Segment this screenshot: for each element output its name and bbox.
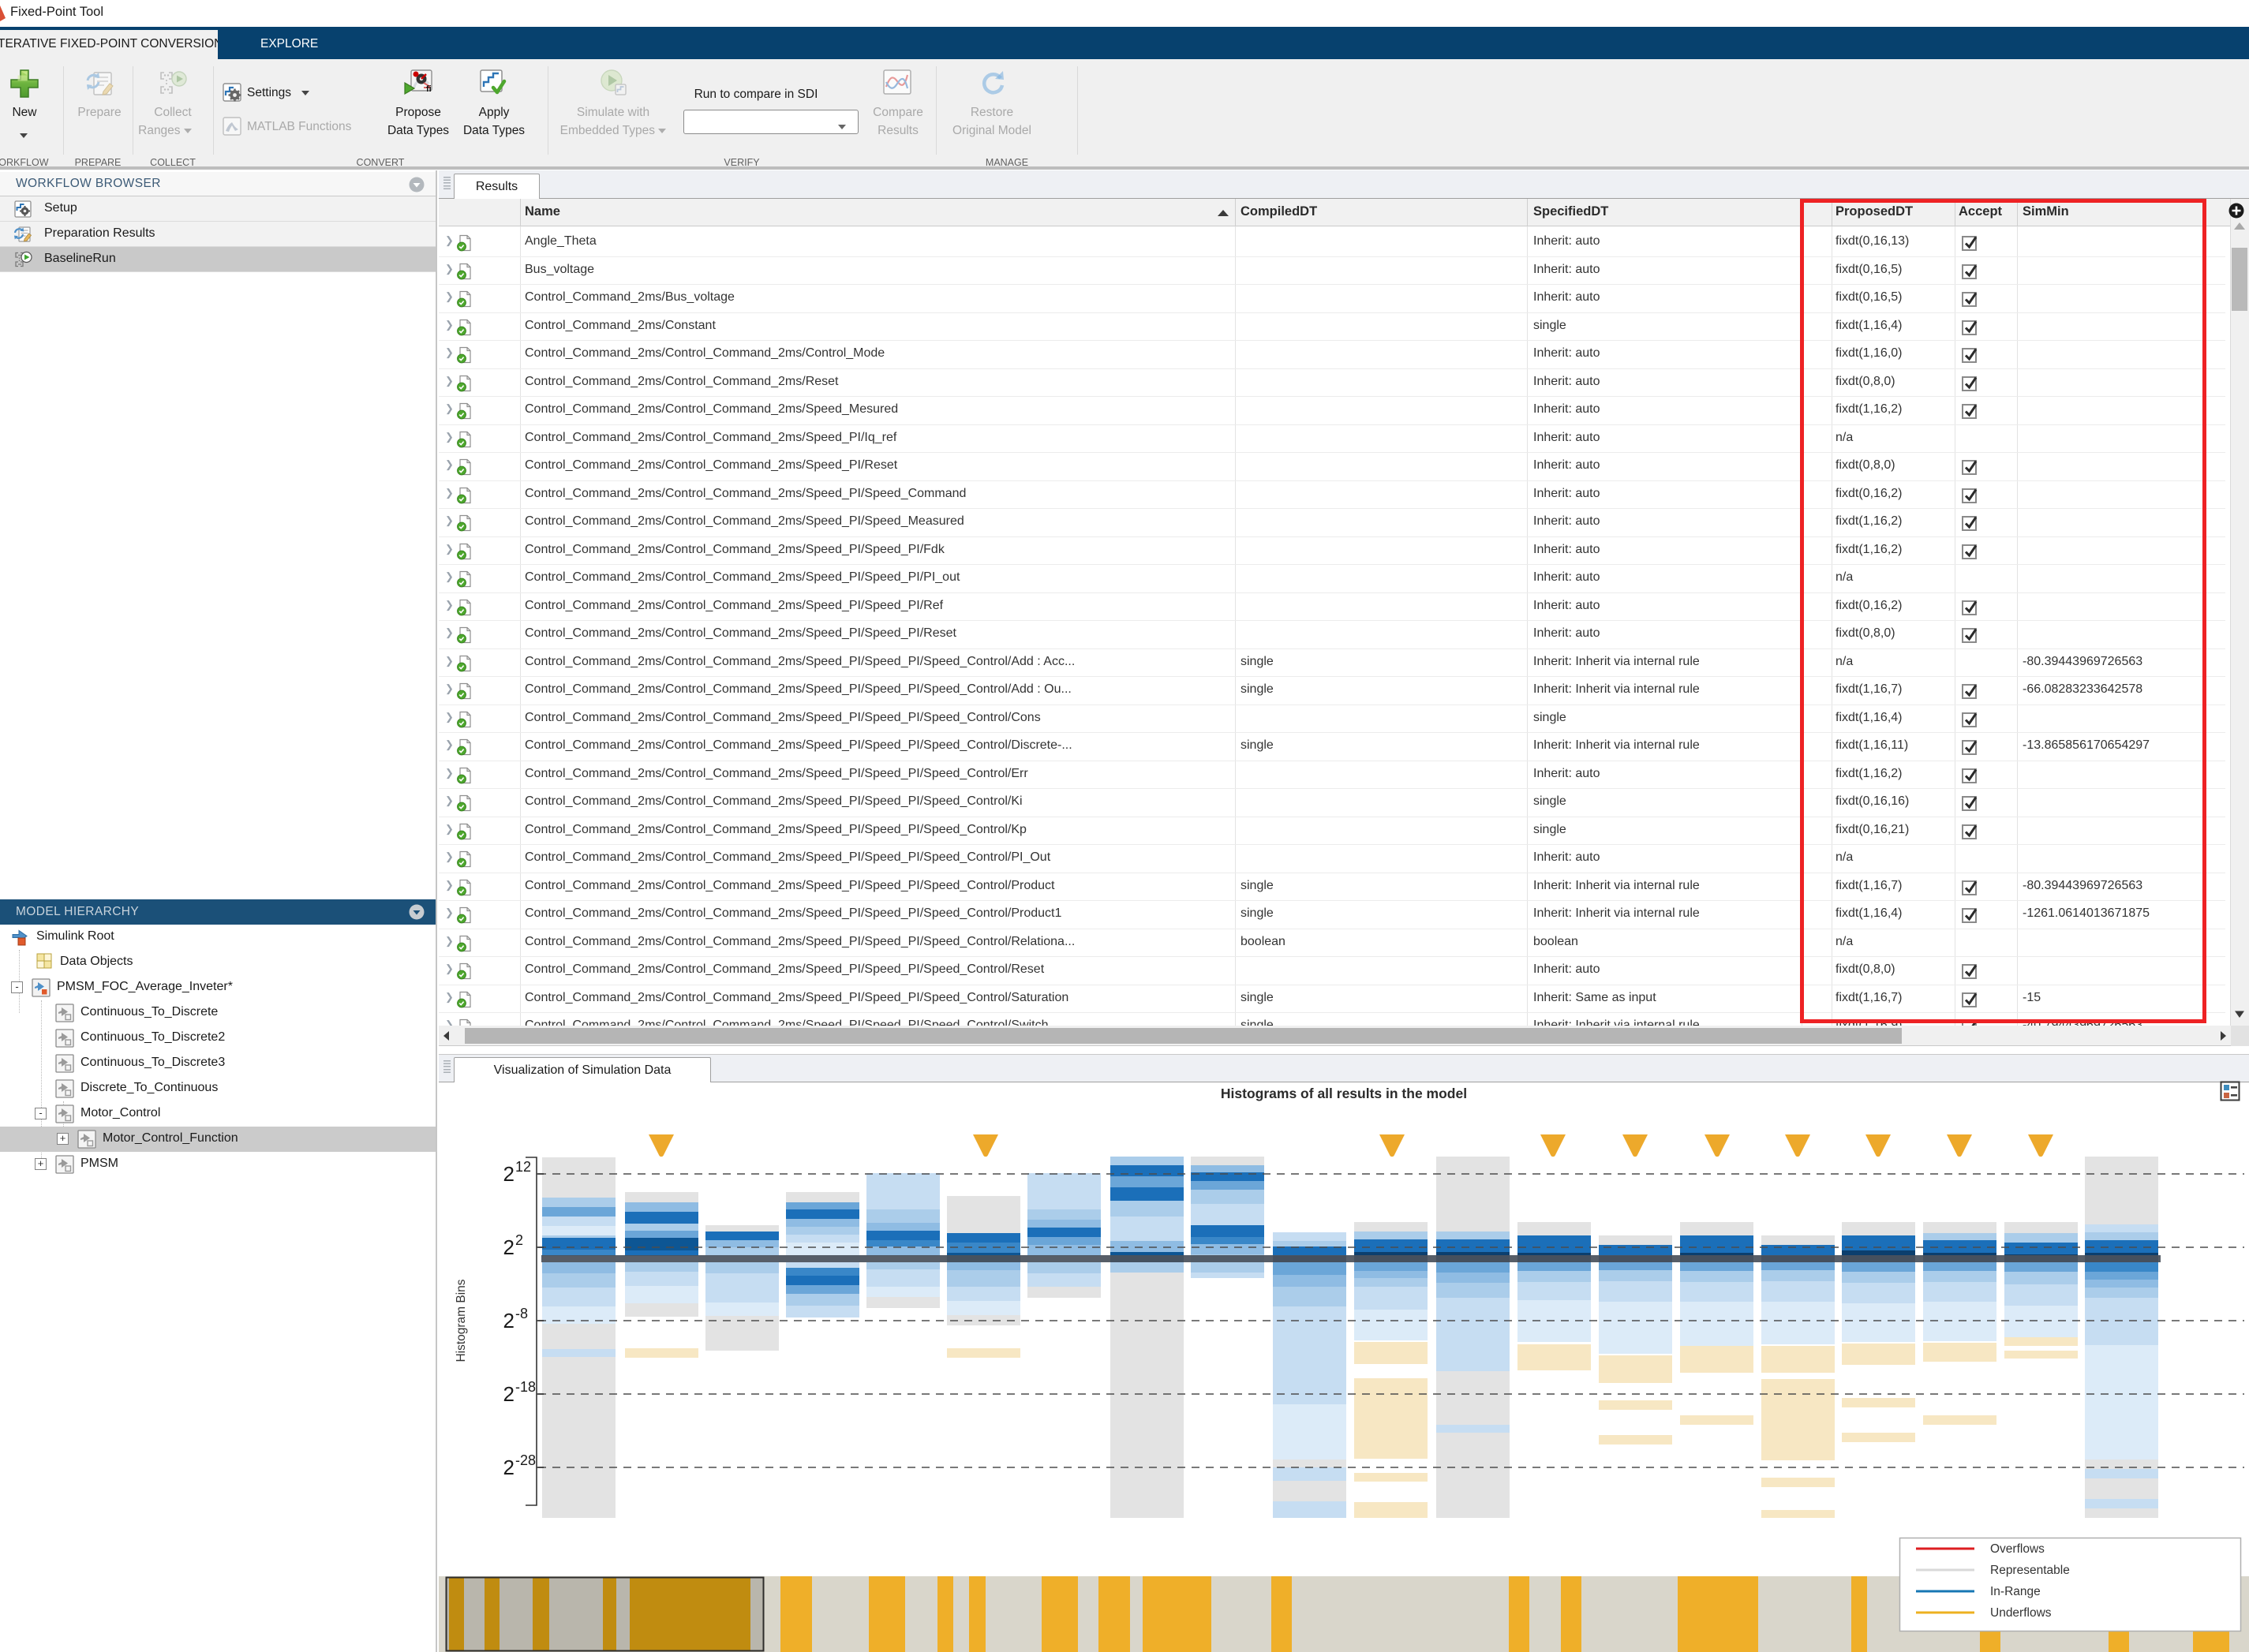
svg-text:Overflows: Overflows [1990, 1542, 2045, 1556]
svg-text:-28: -28 [515, 1452, 536, 1468]
svg-text:2: 2 [515, 1232, 523, 1248]
svg-text:In-Range: In-Range [1990, 1585, 2041, 1598]
svg-text:2: 2 [503, 1309, 515, 1332]
svg-text:2: 2 [503, 1382, 515, 1406]
svg-text:2: 2 [503, 1162, 515, 1186]
svg-text:Histogram Bins: Histogram Bins [455, 1279, 468, 1362]
svg-text:12: 12 [515, 1159, 531, 1175]
svg-text:2: 2 [503, 1235, 515, 1259]
svg-text:Underflows: Underflows [1990, 1606, 2052, 1620]
svg-text:Representable: Representable [1990, 1564, 2070, 1577]
svg-text:-18: -18 [515, 1379, 536, 1395]
svg-text:fi: fi [426, 84, 432, 94]
svg-text:2: 2 [503, 1456, 515, 1479]
svg-text:-8: -8 [515, 1306, 528, 1321]
